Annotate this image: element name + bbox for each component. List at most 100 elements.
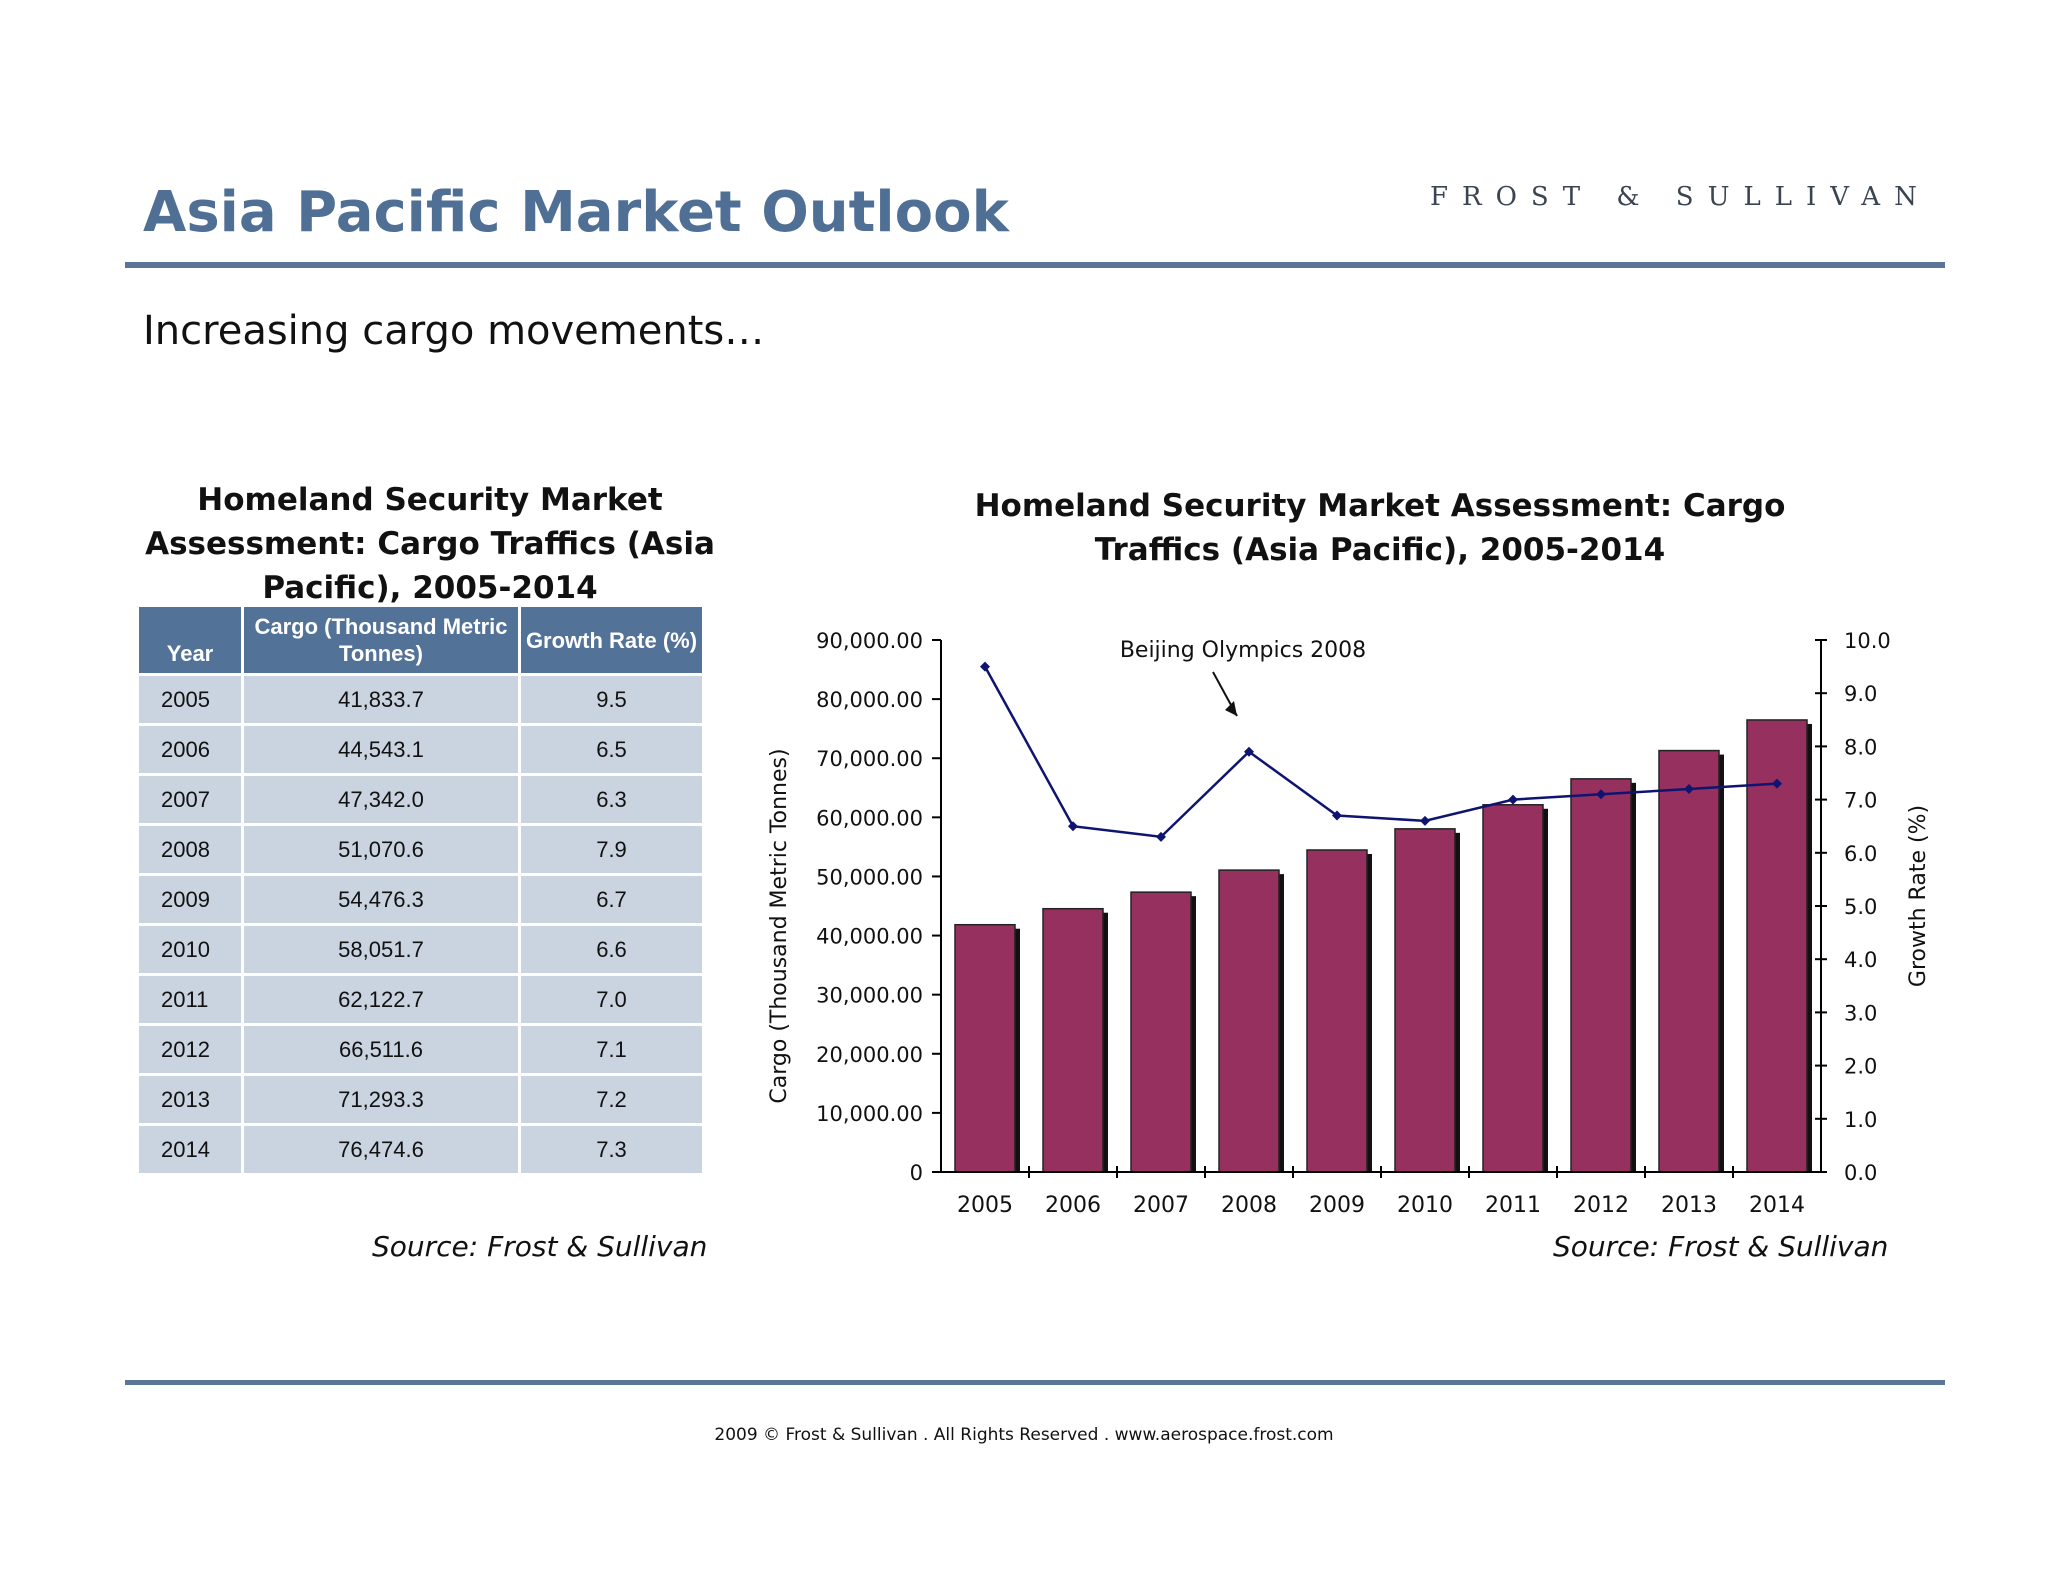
y-axis-title: Cargo (Thousand Metric Tonnes): [767, 748, 792, 1103]
y2-axis-title: Growth Rate (%): [1906, 805, 1931, 987]
growth-rate-point: [1772, 778, 1782, 789]
x-tick-label: 2010: [1397, 1193, 1453, 1218]
y2-tick-label: 5.0: [1844, 895, 1877, 919]
x-tick-label: 2007: [1133, 1193, 1189, 1218]
chart-title: Homeland Security Market Assessment: Car…: [974, 488, 1786, 568]
header-rule: [125, 262, 1945, 268]
table-cell-year: 2014: [139, 1124, 244, 1176]
y2-tick-label: 1.0: [1844, 1108, 1877, 1132]
table-cell-growth: 9.5: [519, 674, 702, 726]
annotation-label: Beijing Olympics 2008: [1120, 638, 1366, 663]
table-cell-growth: 6.5: [519, 724, 702, 776]
y2-tick-label: 10.0: [1844, 629, 1891, 653]
growth-rate-point: [1596, 789, 1606, 800]
table-row: 2007 47,342.0 6.3: [139, 774, 702, 826]
y-tick-label: 10,000.00: [816, 1102, 923, 1126]
growth-rate-point: [1244, 746, 1254, 757]
y2-tick-label: 2.0: [1844, 1055, 1877, 1079]
footer-rule: [125, 1380, 1945, 1385]
bar: [1570, 778, 1632, 1173]
table-cell-growth: 6.3: [519, 774, 702, 826]
growth-rate-point: [1684, 783, 1694, 794]
table-cell-growth: 7.2: [519, 1074, 702, 1126]
y2-tick-label: 4.0: [1844, 948, 1877, 972]
growth-rate-point: [1508, 794, 1518, 805]
table-cell-year: 2013: [139, 1074, 244, 1126]
bar: [1482, 804, 1544, 1173]
x-tick-label: 2008: [1221, 1193, 1277, 1218]
x-tick-label: 2014: [1749, 1193, 1805, 1218]
table-cell-cargo: 76,474.6: [242, 1124, 521, 1176]
table-cell-cargo: 51,070.6: [242, 824, 521, 876]
bar: [1218, 869, 1280, 1173]
bar: [1746, 719, 1808, 1173]
table-row: 2010 58,051.7 6.6: [139, 924, 702, 976]
table-cell-growth: 6.6: [519, 924, 702, 976]
table-title: Homeland Security Market Assessment: Car…: [145, 482, 715, 606]
y-tick-label: 30,000.00: [816, 984, 923, 1008]
y-tick-label: 50,000.00: [816, 865, 923, 889]
y-tick-label: 20,000.00: [816, 1043, 923, 1067]
table-cell-year: 2006: [139, 724, 244, 776]
x-tick-label: 2012: [1573, 1193, 1629, 1218]
growth-rate-point: [1420, 815, 1430, 826]
x-tick-label: 2009: [1309, 1193, 1365, 1218]
x-tick-label: 2005: [957, 1193, 1013, 1218]
table-header-cargo: Cargo (Thousand Metric Tonnes): [242, 607, 521, 676]
table-cell-cargo: 44,543.1: [242, 724, 521, 776]
bar: [1306, 849, 1368, 1173]
cargo-data-table: Year Cargo (Thousand Metric Tonnes) Grow…: [139, 607, 702, 1176]
table-cell-growth: 7.3: [519, 1124, 702, 1176]
bar: [1042, 907, 1104, 1173]
table-cell-growth: 7.1: [519, 1024, 702, 1076]
y-tick-label: 0: [910, 1161, 923, 1185]
y-tick-label: 80,000.00: [816, 688, 923, 712]
table-cell-year: 2005: [139, 674, 244, 726]
table-row: 2009 54,476.3 6.7: [139, 874, 702, 926]
table-cell-year: 2010: [139, 924, 244, 976]
y2-tick-label: 7.0: [1844, 789, 1877, 813]
table-cell-cargo: 71,293.3: [242, 1074, 521, 1126]
table-cell-year: 2008: [139, 824, 244, 876]
y-tick-label: 70,000.00: [816, 747, 923, 771]
x-tick-label: 2006: [1045, 1193, 1101, 1218]
y2-tick-label: 0.0: [1844, 1161, 1877, 1185]
growth-rate-point: [1332, 810, 1342, 821]
y-tick-label: 40,000.00: [816, 925, 923, 949]
growth-rate-point: [980, 661, 990, 672]
table-source: Source: Frost & Sullivan: [372, 1230, 708, 1263]
table-row: 2013 71,293.3 7.2: [139, 1074, 702, 1126]
table-cell-cargo: 54,476.3: [242, 874, 521, 926]
table-row: 2008 51,070.6 7.9: [139, 824, 702, 876]
table-header-growth: Growth Rate (%): [519, 607, 702, 676]
bar: [954, 923, 1016, 1173]
growth-rate-point: [1156, 831, 1166, 842]
table-cell-cargo: 58,051.7: [242, 924, 521, 976]
bar: [1394, 828, 1456, 1173]
table-row: 2012 66,511.6 7.1: [139, 1024, 702, 1076]
y2-tick-label: 8.0: [1844, 735, 1877, 759]
annotation-arrow-head: [1225, 701, 1237, 716]
table-cell-growth: 6.7: [519, 874, 702, 926]
table-row: 2005 41,833.7 9.5: [139, 674, 702, 726]
table-cell-growth: 7.0: [519, 974, 702, 1026]
bar: [1130, 891, 1192, 1173]
brand-logo: FROST & SULLIVAN: [1430, 182, 1931, 212]
bar: [1658, 749, 1720, 1173]
growth-rate-point: [1068, 821, 1078, 832]
table-cell-cargo: 47,342.0: [242, 774, 521, 826]
table-cell-year: 2007: [139, 774, 244, 826]
y2-tick-label: 6.0: [1844, 842, 1877, 866]
table-cell-cargo: 62,122.7: [242, 974, 521, 1026]
y2-tick-label: 9.0: [1844, 682, 1877, 706]
y-tick-label: 60,000.00: [816, 806, 923, 830]
table-cell-cargo: 41,833.7: [242, 674, 521, 726]
page-title: Asia Pacific Market Outlook: [143, 180, 1009, 245]
slide-subtitle: Increasing cargo movements…: [143, 308, 765, 354]
x-tick-label: 2011: [1485, 1193, 1541, 1218]
y2-tick-label: 3.0: [1844, 1001, 1877, 1025]
table-header-year: Year: [139, 607, 244, 676]
table-cell-year: 2012: [139, 1024, 244, 1076]
growth-rate-line: [983, 665, 1778, 839]
